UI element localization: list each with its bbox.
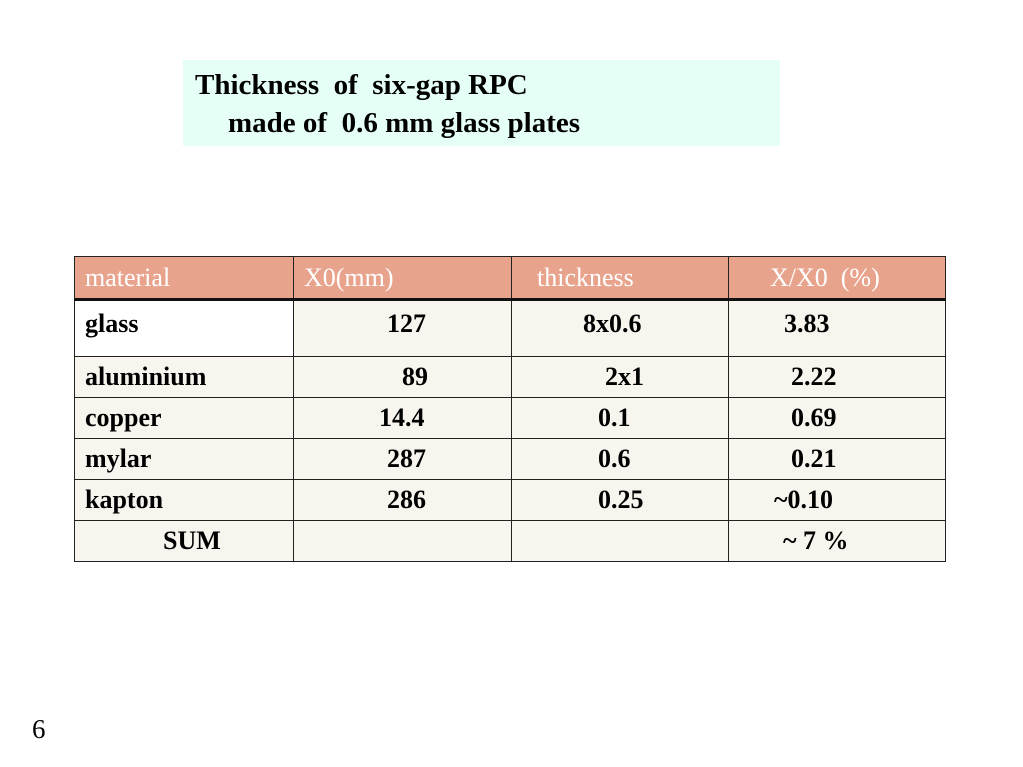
header-thickness-label: thickness <box>537 263 634 292</box>
cell-material: mylar <box>74 438 294 480</box>
cell-x0: 89 <box>293 356 512 398</box>
slide-title-line-2: made of 0.6 mm glass plates <box>228 107 581 139</box>
cell-ratio: ~0.10 <box>728 479 946 521</box>
material-table: material X0(mm) thickness X/X0 (%) glass… <box>74 256 946 562</box>
header-ratio-label: X/X0 (%) <box>770 263 880 292</box>
cell-material: copper <box>74 397 294 439</box>
slide-title-line-1: Thickness of six-gap RPC <box>195 69 528 101</box>
table-header-row: material X0(mm) thickness X/X0 (%) <box>74 256 946 301</box>
cell-ratio: 0.69 <box>728 397 946 439</box>
cell-sum-label: SUM <box>74 520 294 562</box>
cell-material: kapton <box>74 479 294 521</box>
table-row-sum: SUM ~ 7 % <box>74 520 946 562</box>
header-material-label: material <box>85 263 171 292</box>
cell-x0: 14.4 <box>293 397 512 439</box>
cell-thickness: 0.6 <box>511 438 729 480</box>
cell-x0 <box>293 520 512 562</box>
table-row: mylar 287 0.6 0.21 <box>74 438 946 480</box>
slide-title-box: Thickness of six-gap RPC made of 0.6 mm … <box>183 60 780 146</box>
header-thickness: thickness <box>511 256 729 301</box>
cell-x0: 286 <box>293 479 512 521</box>
cell-thickness: 2x1 <box>511 356 729 398</box>
cell-material: aluminium <box>74 356 294 398</box>
cell-x0: 127 <box>293 299 512 357</box>
cell-ratio: 2.22 <box>728 356 946 398</box>
cell-x0: 287 <box>293 438 512 480</box>
material-table-container: material X0(mm) thickness X/X0 (%) glass… <box>74 256 946 562</box>
cell-thickness: 0.1 <box>511 397 729 439</box>
table-row: kapton 286 0.25 ~0.10 <box>74 479 946 521</box>
header-material: material <box>74 256 294 301</box>
table-row: glass 127 8x0.6 3.83 <box>74 299 946 357</box>
cell-sum-value: ~ 7 % <box>728 520 946 562</box>
page-number: 6 <box>32 714 46 744</box>
cell-ratio: 0.21 <box>728 438 946 480</box>
cell-ratio: 3.83 <box>728 299 946 357</box>
cell-thickness <box>511 520 729 562</box>
cell-thickness: 8x0.6 <box>511 299 729 357</box>
header-x0: X0(mm) <box>293 256 512 301</box>
header-ratio: X/X0 (%) <box>728 256 946 301</box>
cell-thickness: 0.25 <box>511 479 729 521</box>
cell-material: glass <box>74 299 294 357</box>
table-row: copper 14.4 0.1 0.69 <box>74 397 946 439</box>
table-row: aluminium 89 2x1 2.22 <box>74 356 946 398</box>
header-x0-label: X0(mm) <box>304 263 394 292</box>
